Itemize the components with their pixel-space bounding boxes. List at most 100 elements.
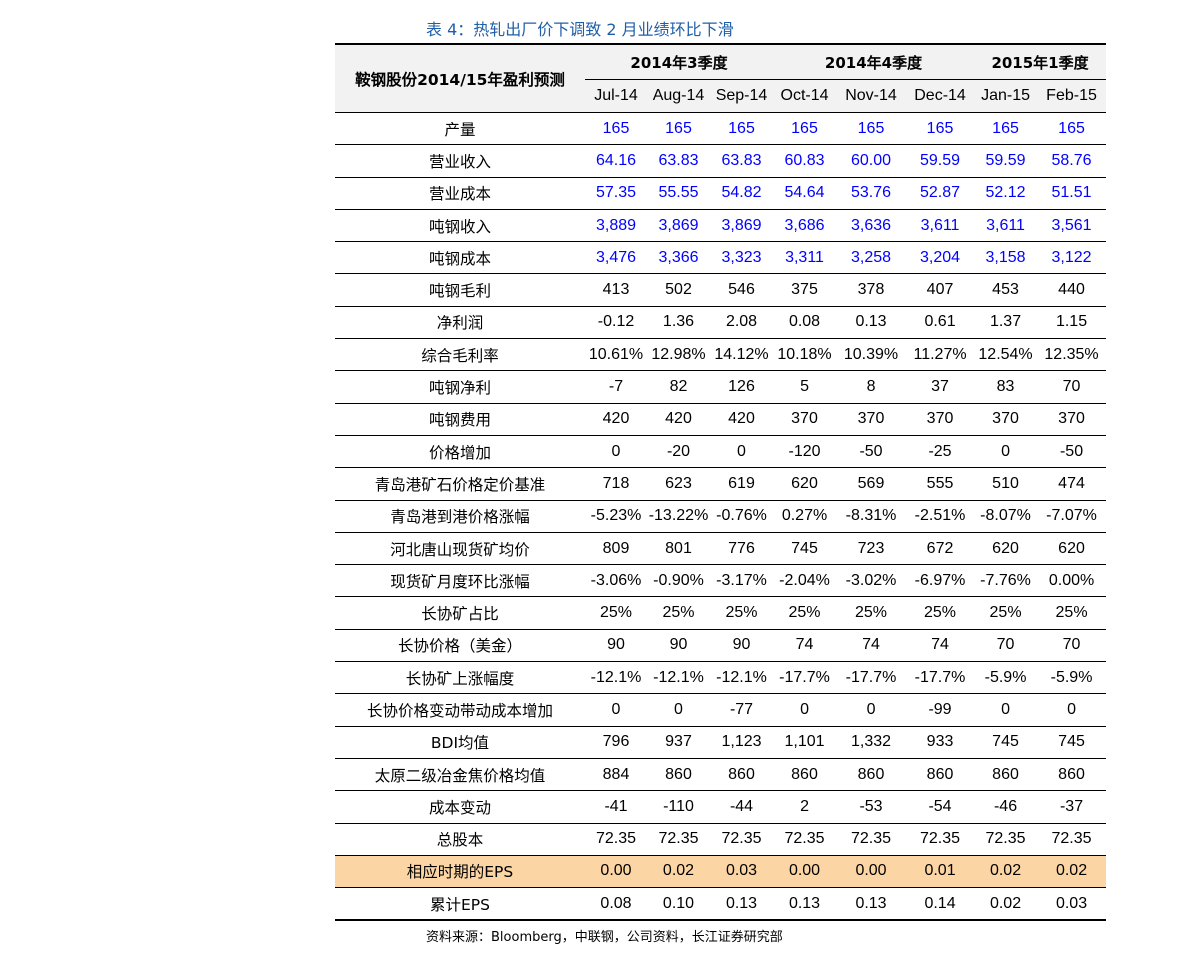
table-cell: 25% <box>974 596 1038 630</box>
table-cell: 860 <box>974 758 1038 792</box>
table-cell: 502 <box>647 273 710 307</box>
table-cell: 420 <box>647 403 710 436</box>
eps-forecast-table: 鞍钢股份2014/15年盈利预测 2014年3季度 2014年4季度 2015年… <box>335 43 1107 922</box>
table-cell: 860 <box>710 758 774 792</box>
table-cell: 51.51 <box>1037 177 1107 210</box>
table-cell: 933 <box>906 726 975 759</box>
row-label: 现货矿月度环比涨幅 <box>335 564 585 598</box>
table-cell: -8.07% <box>974 500 1038 533</box>
table-cell: 3,311 <box>773 241 837 275</box>
row-label: 累计EPS <box>335 887 585 922</box>
row-label: 吨钢成本 <box>335 241 585 275</box>
row-label: 综合毛利率 <box>335 338 585 372</box>
table-cell: 25% <box>1037 596 1107 630</box>
table-cell: 620 <box>773 467 837 501</box>
table-cell: 3,869 <box>710 209 774 243</box>
table-cell: 0.13 <box>773 887 837 922</box>
table-cell: 3,869 <box>647 209 710 243</box>
table-row: 营业成本 57.35 55.55 54.82 54.64 53.76 52.87 52.12 5… <box>335 177 1107 210</box>
table-cell: 165 <box>906 112 975 146</box>
table-cell: 165 <box>647 112 710 146</box>
table-cell: 72.35 <box>836 823 907 856</box>
table-cell: 555 <box>906 467 975 501</box>
table-cell: 165 <box>974 112 1038 146</box>
row-label: 河北唐山现货矿均价 <box>335 532 585 566</box>
group-header-2014q4: 2014年4季度 <box>773 43 975 80</box>
table-cell: 37 <box>906 370 975 404</box>
table-corner-header: 鞍钢股份2014/15年盈利预测 <box>335 43 585 113</box>
table-cell: 0.03 <box>1037 887 1107 922</box>
table-cell: -44 <box>710 790 774 824</box>
group-header-2015q1: 2015年1季度 <box>974 43 1107 80</box>
table-cell: 72.35 <box>710 823 774 856</box>
table-cell: 0.10 <box>647 887 710 922</box>
month-header: Nov-14 <box>836 79 907 113</box>
month-header: Jan-15 <box>974 79 1038 113</box>
table-cell: 3,611 <box>974 209 1038 243</box>
table-cell: 776 <box>710 532 774 566</box>
table-cell: 2.08 <box>710 306 774 340</box>
table-cell: -50 <box>1037 435 1107 469</box>
table-cell: 0.08 <box>585 887 647 922</box>
table-cell: 90 <box>585 629 647 663</box>
table-cell: 10.39% <box>836 338 907 372</box>
table-cell: 25% <box>710 596 774 630</box>
table-cell: 72.35 <box>585 823 647 856</box>
table-cell: 375 <box>773 273 837 307</box>
table-cell: -41 <box>585 790 647 824</box>
table-cell: 3,158 <box>974 241 1038 275</box>
table-cell: 52.87 <box>906 177 975 210</box>
table-cell: 126 <box>710 370 774 404</box>
table-cell: 0.08 <box>773 306 837 340</box>
table-cell: 3,204 <box>906 241 975 275</box>
table-cell: 70 <box>1037 629 1107 663</box>
table-cell: 3,323 <box>710 241 774 275</box>
table-cell: 0.00 <box>585 855 647 889</box>
table-cell: 510 <box>974 467 1038 501</box>
table-cell: -99 <box>906 693 975 727</box>
table-cell: 72.35 <box>974 823 1038 856</box>
row-label: 吨钢毛利 <box>335 273 585 307</box>
table-cell: 1,332 <box>836 726 907 759</box>
table-cell: 72.35 <box>1037 823 1107 856</box>
table-cell: 57.35 <box>585 177 647 210</box>
table-cell: 0.27% <box>773 500 837 533</box>
table-row: 相应时期的EPS 0.00 0.02 0.03 0.00 0.00 0.01 0.02 0.02 <box>335 855 1107 889</box>
table-body: 产量 165 165 165 165 165 165 165 165 营业收入 64.16 63.83… <box>335 112 1107 922</box>
table-cell: 0.01 <box>906 855 975 889</box>
table-cell: 25% <box>647 596 710 630</box>
table-row: 吨钢成本 3,476 3,366 3,323 3,311 3,258 3,204 3,158 3… <box>335 241 1107 275</box>
table-cell: 25% <box>773 596 837 630</box>
row-label: 营业成本 <box>335 177 585 210</box>
table-row: 长协价格（美金） 90 90 90 74 74 74 70 70 <box>335 629 1107 663</box>
table-cell: -12.1% <box>647 661 710 695</box>
table-cell: 796 <box>585 726 647 759</box>
table-cell: 546 <box>710 273 774 307</box>
table-cell: 1,123 <box>710 726 774 759</box>
table-cell: -3.02% <box>836 564 907 598</box>
table-cell: 809 <box>585 532 647 566</box>
table-row: 净利润 -0.12 1.36 2.08 0.08 0.13 0.61 1.37 1.15 <box>335 306 1107 340</box>
table-cell: -12.1% <box>585 661 647 695</box>
table-row: 现货矿月度环比涨幅 -3.06% -0.90% -3.17% -2.04% -3.02% -… <box>335 564 1107 598</box>
table-row: BDI均值 796 937 1,123 1,101 1,332 933 745 745 <box>335 726 1107 759</box>
table-cell: 12.54% <box>974 338 1038 372</box>
table-cell: 165 <box>585 112 647 146</box>
table-cell: -2.51% <box>906 500 975 533</box>
table-cell: 569 <box>836 467 907 501</box>
table-cell: -3.17% <box>710 564 774 598</box>
month-header: Feb-15 <box>1037 79 1107 113</box>
table-cell: 59.59 <box>974 144 1038 178</box>
table-cell: 860 <box>647 758 710 792</box>
table-cell: -17.7% <box>773 661 837 695</box>
table-cell: 420 <box>585 403 647 436</box>
table-cell: -53 <box>836 790 907 824</box>
table-cell: 745 <box>974 726 1038 759</box>
table-cell: 370 <box>906 403 975 436</box>
table-cell: 3,476 <box>585 241 647 275</box>
row-label: 营业收入 <box>335 144 585 178</box>
table-cell: 3,122 <box>1037 241 1107 275</box>
table-cell: 0.03 <box>710 855 774 889</box>
table-cell: 0.00 <box>773 855 837 889</box>
table-row: 长协价格变动带动成本增加 0 0 -77 0 0 -99 0 0 <box>335 693 1107 727</box>
